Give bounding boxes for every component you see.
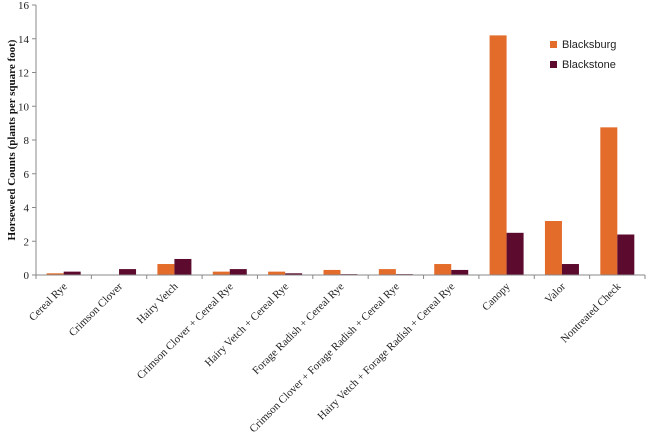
bar-blacksburg [434,264,452,275]
x-tick-label: Crimson Clover + Cereal Rye [135,281,236,382]
bar-blacksburg [544,221,562,275]
x-tick-label: Forage Radish + Cereal Rye [250,281,346,377]
y-tick-label: 10 [18,101,30,113]
bar-blackstone [285,273,303,275]
legend: Blacksburg Blackstone [550,39,616,71]
y-tick-label: 12 [18,68,29,80]
bar-blacksburg [268,271,286,276]
bar-blackstone [174,258,192,275]
x-tick-label: Cereal Rye [27,281,70,324]
y-axis-ticks: 0 2 4 6 8 10 12 14 16 [18,0,36,282]
x-tick-label: Hairy Vetch [135,280,181,326]
y-tick-label: 0 [24,270,30,282]
y-tick-label: 2 [24,236,30,248]
bar-blacksburg [46,273,64,275]
x-tick-label: Canopy [480,280,513,313]
bar-blackstone [451,269,469,275]
bar-blacksburg [323,269,341,275]
axes [35,5,646,279]
bar-blacksburg [157,264,175,275]
bar-blacksburg [378,269,396,275]
legend-swatch-blackstone [550,61,557,68]
y-tick-label: 8 [24,135,30,147]
y-axis-title: Horseweed Counts (plants per square foot… [6,39,18,240]
bar-blackstone [63,271,81,276]
bar-blackstone [617,234,635,275]
y-tick-label: 16 [18,0,30,12]
y-tick-label: 4 [24,203,30,215]
legend-label-blackstone: Blackstone [562,59,616,71]
y-tick-label: 14 [18,34,30,46]
legend-label-blacksburg: Blacksburg [562,39,616,51]
y-tick-label: 6 [24,169,30,181]
bar-blackstone [229,269,247,275]
bar-blacksburg [489,35,507,276]
x-tick-label: Valor [543,280,569,306]
bar-blacksburg [212,271,230,276]
bar-blackstone [119,269,137,275]
bar-blacksburg [600,127,618,275]
legend-swatch-blacksburg [550,41,557,48]
bars [46,35,635,276]
bar-blackstone [506,232,524,275]
bar-blackstone [561,264,579,275]
x-tick-label: Nontreated Check [559,280,624,345]
x-tick-label: Crimson Clover [67,280,126,339]
